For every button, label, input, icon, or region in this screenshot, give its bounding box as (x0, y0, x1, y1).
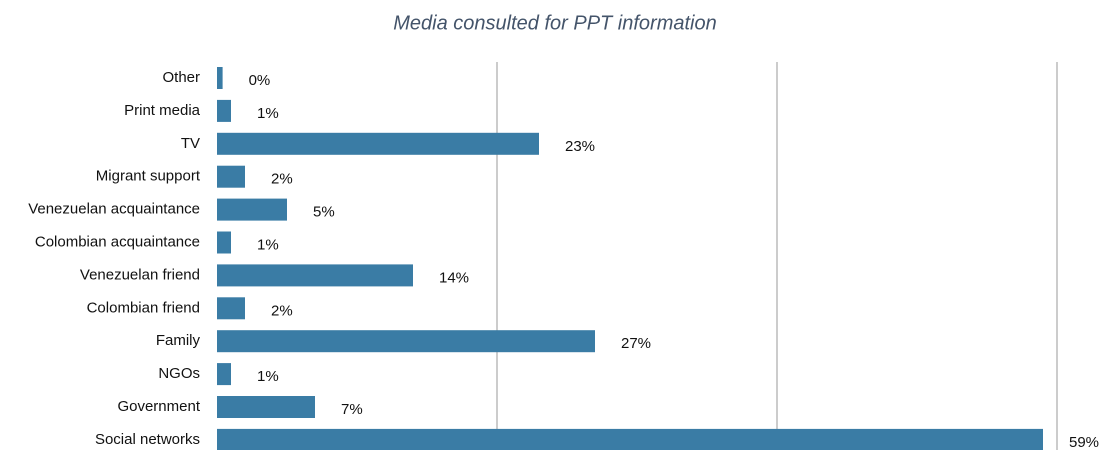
y-tick-label: Family (156, 332, 201, 349)
y-tick-label: Government (117, 398, 200, 415)
y-tick-label: Print media (124, 102, 201, 119)
bar (217, 231, 231, 254)
y-tick-label: Venezuelan acquaintance (28, 201, 200, 218)
bar (217, 428, 1043, 451)
data-label: 0% (249, 72, 271, 89)
bar (217, 165, 245, 188)
bar (217, 67, 223, 89)
bar (217, 264, 413, 287)
bar (217, 396, 315, 418)
y-tick-label: Venezuelan friend (80, 266, 200, 283)
y-tick-label: TV (181, 135, 200, 152)
data-label: 2% (271, 171, 293, 188)
y-tick-label: Colombian friend (87, 299, 200, 316)
y-tick-label: Migrant support (96, 168, 201, 185)
data-label: 27% (621, 335, 651, 352)
data-label: 14% (439, 269, 469, 286)
bar (217, 297, 245, 320)
y-tick-label: Colombian acquaintance (35, 233, 200, 250)
bar (217, 363, 231, 386)
bar (217, 330, 595, 353)
data-label: 23% (565, 138, 595, 155)
y-tick-label: Other (162, 69, 200, 86)
y-tick-label: NGOs (158, 365, 200, 382)
chart-title: Media consulted for PPT information (393, 12, 717, 34)
bar (217, 132, 539, 155)
y-tick-label: Social networks (95, 431, 200, 448)
data-label: 5% (313, 204, 335, 221)
data-label: 2% (271, 302, 293, 319)
bar (217, 198, 287, 221)
data-label: 1% (257, 105, 279, 122)
data-label: 59% (1069, 434, 1099, 450)
bar (217, 99, 231, 122)
data-label: 7% (341, 401, 363, 418)
data-label: 1% (257, 368, 279, 385)
data-label: 1% (257, 236, 279, 253)
